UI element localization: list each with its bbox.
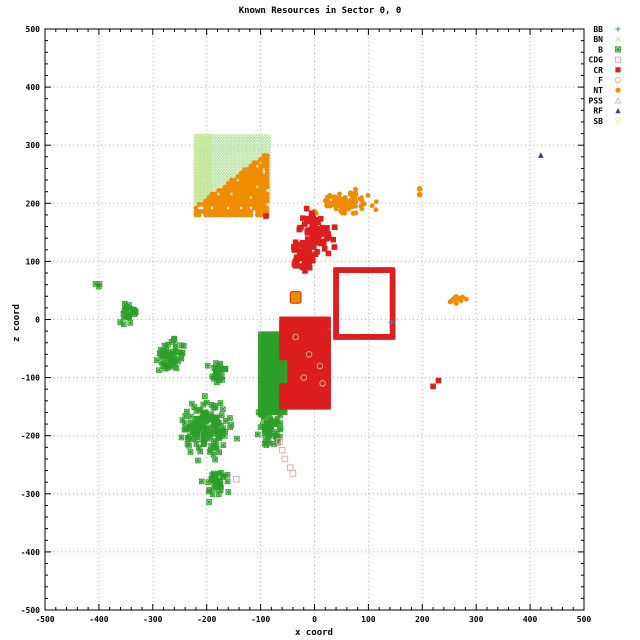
legend-marker-icon <box>615 36 621 43</box>
legend-label: SB <box>593 117 603 126</box>
legend-item-b: B <box>598 45 622 54</box>
y-tick-label: -400 <box>21 548 40 557</box>
legend-item-nt: NT <box>593 86 621 95</box>
legend-item-bn: BN <box>593 35 621 44</box>
legend-label: B <box>598 45 603 54</box>
legend-label: F <box>598 76 603 85</box>
legend-label: RF <box>593 107 603 116</box>
x-tick-label: 200 <box>415 615 430 624</box>
y-tick-label: -100 <box>21 374 40 383</box>
x-tick-label: 0 <box>312 615 317 624</box>
x-tick-label: 400 <box>523 615 538 624</box>
y-tick-label: 400 <box>26 83 41 92</box>
x-tick-labels: -500 -400 -300 -200 -100 0 100 200 300 400 500 <box>35 615 591 624</box>
legend-item-sb: SB <box>593 117 622 126</box>
legend-item-cdg: CDG <box>589 56 622 65</box>
y-tick-label: -500 <box>21 606 40 615</box>
legend-label: CDG <box>589 56 604 65</box>
legend-label: CR <box>593 66 603 75</box>
legend-marker-icon <box>614 56 622 63</box>
legend-item-f: F <box>598 76 622 85</box>
legend-marker-icon <box>614 76 622 84</box>
series-b <box>92 281 288 505</box>
legend-marker-icon <box>615 108 621 114</box>
legend-marker-icon <box>614 117 622 125</box>
x-tick-label: -100 <box>251 615 270 624</box>
series-f <box>292 333 326 387</box>
x-axis-label: x coord <box>295 628 333 638</box>
legend-marker-icon <box>615 87 621 93</box>
grid-lines <box>45 29 584 610</box>
series-bb <box>388 319 395 326</box>
legend-item-rf: RF <box>593 107 621 116</box>
y-tick-labels: -500 -400 -300 -200 -100 0 100 200 300 400 500 <box>21 25 40 615</box>
y-tick-label: -200 <box>21 432 40 441</box>
legend-label: BB <box>593 25 603 34</box>
legend-label: PSS <box>589 96 604 105</box>
legend-label: BN <box>593 35 603 44</box>
y-tick-label: -300 <box>21 490 40 499</box>
y-tick-label: 0 <box>35 316 40 325</box>
series-nt <box>193 153 469 306</box>
legend-item-cr: CR <box>593 66 621 75</box>
x-tick-label: -400 <box>89 615 108 624</box>
x-tick-label: -300 <box>143 615 162 624</box>
y-tick-label: 100 <box>26 257 41 266</box>
legend-marker-icon <box>615 26 621 32</box>
series-cr <box>263 205 442 410</box>
chart-title: Known Resources in Sector 0, 0 <box>238 6 402 16</box>
x-tick-label: 500 <box>577 615 592 624</box>
x-tick-label: 100 <box>361 615 376 624</box>
y-tick-label: 300 <box>26 141 41 150</box>
legend-marker-icon <box>615 67 621 73</box>
y-tick-label: 500 <box>26 25 41 34</box>
axis-ticks <box>44 28 585 611</box>
legend-marker-icon <box>615 46 622 53</box>
y-tick-label: 200 <box>26 199 41 208</box>
legend-item-pss: PSS <box>589 96 622 105</box>
data-points <box>92 133 544 505</box>
legend-item-bb: BB <box>593 25 621 34</box>
legend-label: NT <box>593 86 603 95</box>
series-rf <box>538 152 544 158</box>
x-tick-label: -200 <box>197 615 216 624</box>
x-tick-label: -500 <box>35 615 54 624</box>
x-tick-label: 300 <box>469 615 484 624</box>
legend-marker-icon <box>614 96 622 104</box>
